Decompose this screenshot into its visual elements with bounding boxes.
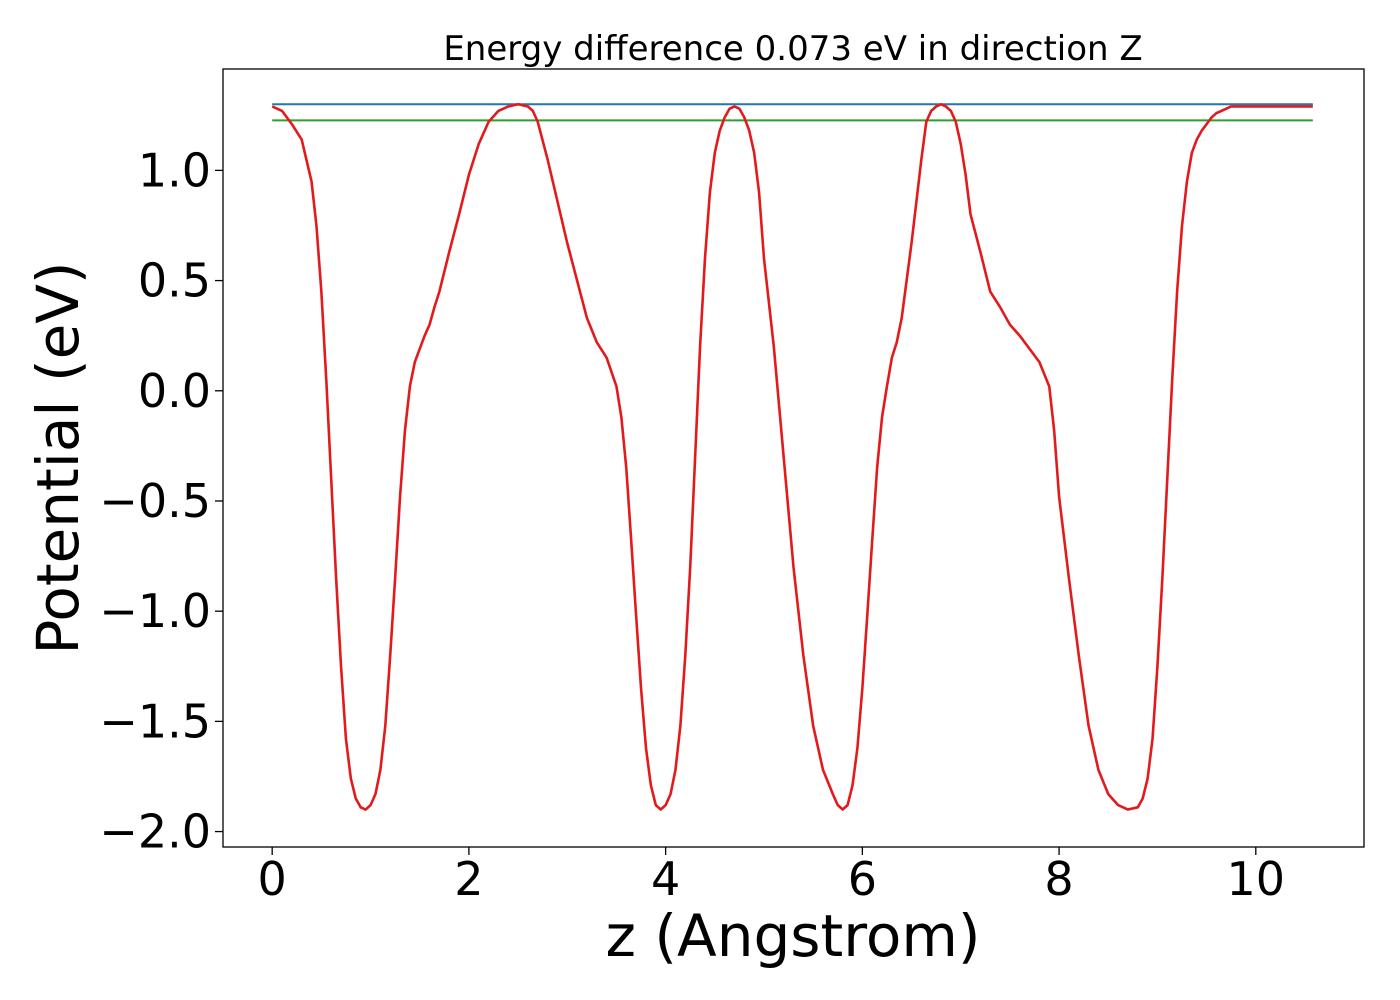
series-line-2	[271, 102, 1313, 811]
x-axis-label: z (Angstrom)	[606, 902, 981, 970]
y-tick-label: 1.0	[138, 143, 211, 197]
x-tick-label: 10	[1227, 852, 1286, 906]
chart-title: Energy difference 0.073 eV in direction …	[443, 29, 1142, 69]
y-tick-label: −1.0	[99, 584, 211, 638]
y-tick-label: −0.5	[99, 474, 211, 528]
x-tick-label: 8	[1044, 852, 1073, 906]
y-ticks: −2.0 −1.5 −1.0 −0.5 0.0 0.5 1.0	[99, 143, 223, 859]
y-tick-label: −2.0	[99, 805, 211, 859]
x-tick-label: 0	[258, 852, 287, 906]
series-layer	[271, 102, 1313, 811]
y-tick-label: 0.5	[138, 254, 211, 308]
y-tick-label: −1.5	[99, 694, 211, 748]
plot-frame	[222, 68, 1365, 848]
x-tick-label: 6	[848, 852, 877, 906]
x-tick-label: 4	[651, 852, 680, 906]
y-axis-label: Potential (eV)	[24, 261, 92, 654]
x-ticks: 0 2 4 6 8 10	[258, 847, 1286, 906]
y-tick-label: 0.0	[138, 364, 211, 418]
x-tick-label: 2	[454, 852, 483, 906]
